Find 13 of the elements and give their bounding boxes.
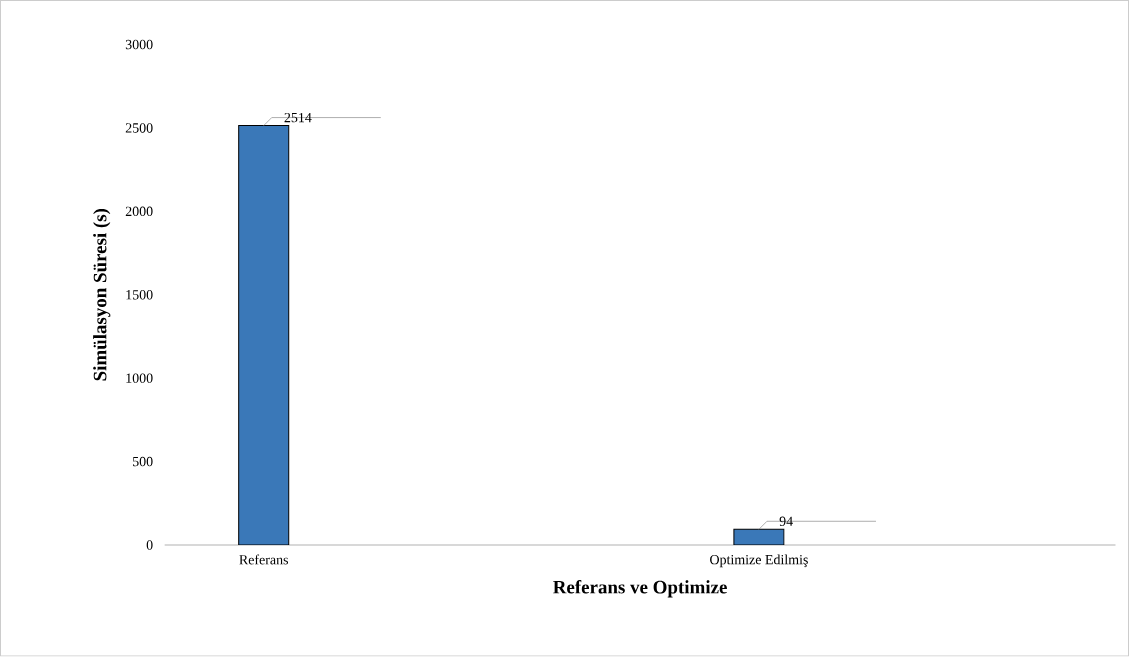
y-tick-label: 500 — [133, 457, 153, 467]
x-tick-label: Optimize Edilmiş — [710, 554, 808, 568]
x-axis-title: Referans ve Optimize — [553, 580, 727, 598]
y-tick-label: 1000 — [126, 373, 153, 384]
y-tick-label: 3000 — [125, 40, 153, 50]
y-tick-label: 2500 — [125, 123, 153, 133]
y-axis-title: Simülasyon Süresi (s) — [93, 209, 111, 381]
data-label: 94 — [779, 516, 793, 527]
data-label: 2514 — [284, 113, 312, 123]
y-tick-label: 1500 — [126, 290, 153, 300]
y-tick-label: 2000 — [125, 206, 153, 217]
x-tick-label: Referans — [239, 554, 289, 565]
y-tick-label: 0 — [146, 540, 153, 550]
